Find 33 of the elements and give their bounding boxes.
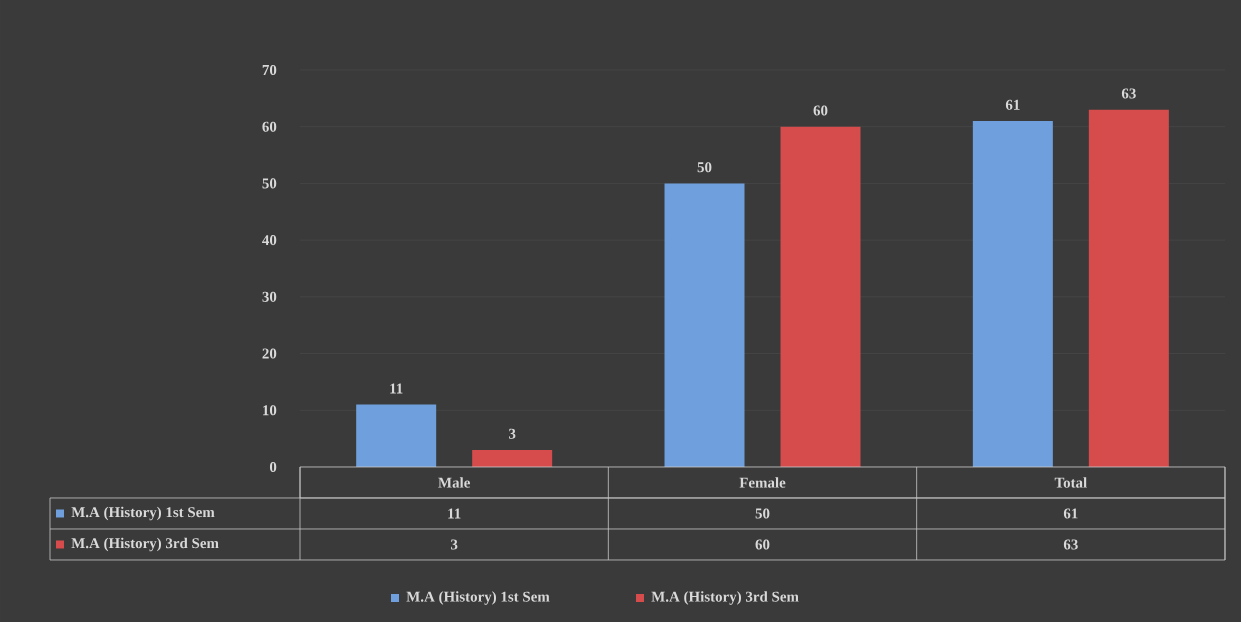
y-tick-label: 60 xyxy=(262,121,277,132)
x-tick-label: Female xyxy=(739,477,786,488)
text: M.A (History) 3rd Sem xyxy=(71,537,219,552)
text: 60 xyxy=(813,105,828,116)
text: M.A (History) 1st Sem xyxy=(71,506,215,521)
bar xyxy=(780,126,861,467)
data-label: 60 xyxy=(755,539,770,550)
bar xyxy=(972,121,1053,467)
data-label: 63 xyxy=(1063,539,1078,550)
data-label: 3 xyxy=(451,539,458,550)
text: 50 xyxy=(697,162,712,173)
x-tick-label: Male xyxy=(438,477,470,488)
data-label: 50 xyxy=(755,508,770,519)
legend-label: M.A (History) 1st Sem xyxy=(406,591,550,605)
y-tick-label: 20 xyxy=(262,348,277,359)
bar xyxy=(356,404,437,467)
data-label: 11 xyxy=(448,508,461,519)
y-tick-label: 10 xyxy=(263,405,277,416)
y-tick-label: 70 xyxy=(262,64,277,76)
y-tick-label: 50 xyxy=(262,178,277,189)
text: 61 xyxy=(1005,99,1020,110)
y-tick-label: 0 xyxy=(269,461,277,473)
text: 11 xyxy=(390,383,403,394)
text: 63 xyxy=(1121,88,1136,99)
bar xyxy=(472,449,553,467)
bar xyxy=(664,183,745,467)
y-tick-label: 40 xyxy=(262,235,277,246)
legend-label: M.A (History) 3rd Sem xyxy=(651,591,799,605)
y-tick-label: 30 xyxy=(262,291,277,302)
data-label: 61 xyxy=(1063,508,1078,519)
bar xyxy=(1088,109,1169,467)
x-tick-label: Total xyxy=(1054,477,1087,488)
text: 3 xyxy=(509,428,516,439)
